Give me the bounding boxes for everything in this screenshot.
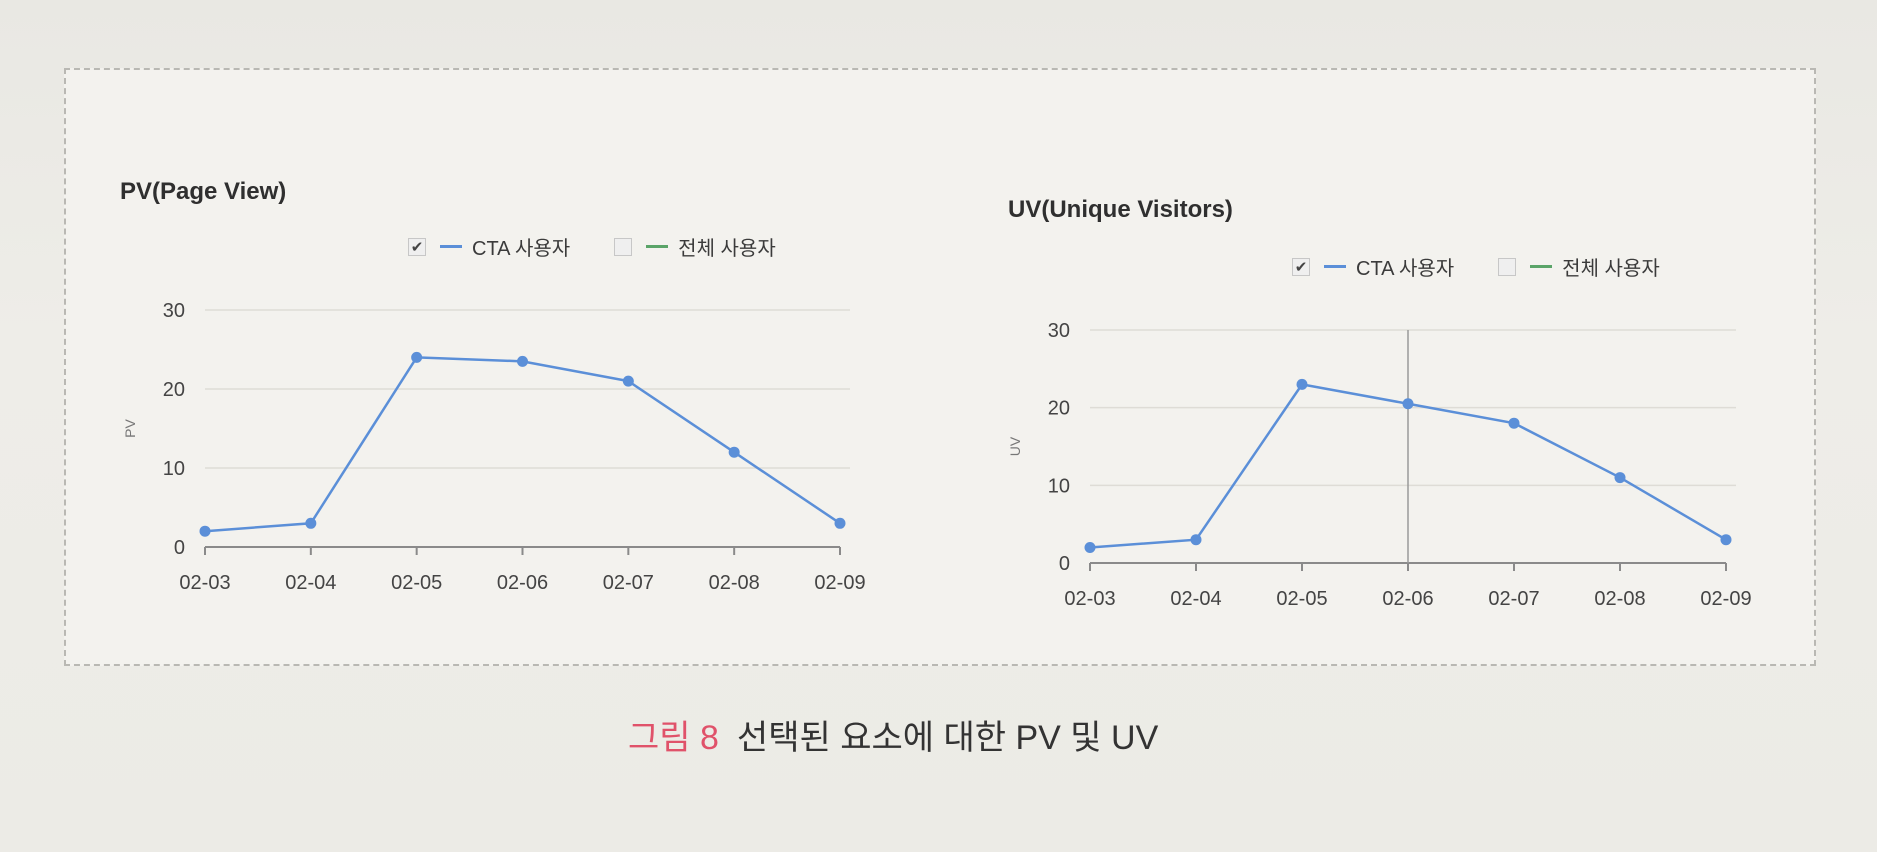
- checkbox-icon[interactable]: ✔: [408, 237, 426, 256]
- pv-legend-item-all[interactable]: 전체 사용자: [614, 232, 776, 261]
- uv-ytick-label: 30: [1048, 320, 1070, 342]
- uv-ytick-label: 20: [1048, 398, 1070, 420]
- uv-xtick-label: 02-07: [1488, 588, 1539, 610]
- uv-data-point: [1190, 534, 1202, 546]
- uv-xtick-label: 02-08: [1594, 588, 1645, 610]
- pv-xtick-label: 02-09: [814, 572, 865, 594]
- uv-data-point: [1614, 472, 1626, 484]
- checkbox-icon[interactable]: ✔: [1292, 257, 1310, 276]
- pv-ytick-label: 20: [163, 379, 185, 401]
- uv-ytick-label: 0: [1059, 553, 1070, 575]
- pv-data-point: [834, 517, 846, 529]
- pv-data-point: [199, 525, 211, 537]
- pv-data-point: [622, 375, 634, 387]
- pv-xtick-label: 02-07: [603, 572, 654, 594]
- uv-xtick-label: 02-09: [1700, 588, 1751, 610]
- pv-data-point: [305, 517, 317, 529]
- pv-ytick-label: 0: [174, 537, 185, 559]
- pv-legend: ✔ CTA 사용자 전체 사용자: [408, 232, 820, 261]
- uv-legend-item-cta[interactable]: ✔ CTA 사용자: [1292, 252, 1454, 281]
- checkbox-icon[interactable]: [614, 237, 633, 256]
- pv-xtick-label: 02-08: [709, 572, 760, 594]
- uv-data-point: [1084, 541, 1096, 553]
- pv-ytick-label: 30: [163, 300, 185, 322]
- pv-y-axis-label: PV: [122, 419, 138, 438]
- pv-chart-title: PV(Page View): [120, 178, 287, 205]
- figure-number: 그림 8: [628, 719, 719, 757]
- pv-data-point: [728, 446, 740, 458]
- uv-data-point: [1720, 534, 1732, 546]
- pv-ytick-label: 10: [163, 458, 185, 480]
- line-swatch-icon: [1530, 265, 1553, 268]
- uv-xtick-label: 02-03: [1064, 588, 1115, 610]
- pv-xtick-label: 02-05: [391, 572, 442, 594]
- figure-frame: [64, 68, 1816, 666]
- line-swatch-icon: [440, 245, 462, 248]
- uv-data-point: [1402, 398, 1414, 410]
- pv-data-point: [411, 351, 423, 363]
- checkbox-icon[interactable]: [1498, 257, 1517, 276]
- pv-data-point: [517, 355, 528, 367]
- uv-legend-item-all[interactable]: 전체 사용자: [1498, 252, 1660, 281]
- uv-y-axis-label: UV: [1007, 436, 1023, 456]
- pv-xtick-label: 02-03: [179, 572, 230, 594]
- uv-data-point: [1296, 378, 1308, 390]
- uv-data-point: [1508, 417, 1520, 429]
- uv-chart-title: UV(Unique Visitors): [1008, 196, 1233, 223]
- pv-legend-item-cta[interactable]: ✔ CTA 사용자: [408, 232, 570, 261]
- line-swatch-icon: [1324, 265, 1346, 268]
- uv-xtick-label: 02-06: [1382, 588, 1433, 610]
- figure-caption-text: 선택된 요소에 대한 PV 및 UV: [736, 719, 1159, 757]
- uv-xtick-label: 02-04: [1170, 588, 1221, 610]
- legend-label: 전체 사용자: [1562, 258, 1660, 280]
- uv-ytick-label: 10: [1048, 475, 1070, 497]
- line-swatch-icon: [646, 245, 669, 248]
- figure-caption: 그림 8 선택된 요소에 대한 PV 및 UV: [628, 710, 1158, 759]
- legend-label: CTA 사용자: [472, 238, 571, 260]
- legend-label: 전체 사용자: [678, 238, 776, 260]
- uv-legend: ✔ CTA 사용자 전체 사용자: [1292, 252, 1704, 281]
- uv-xtick-label: 02-05: [1276, 588, 1327, 610]
- pv-xtick-label: 02-04: [285, 572, 336, 594]
- legend-label: CTA 사용자: [1356, 258, 1455, 280]
- pv-xtick-label: 02-06: [497, 572, 548, 594]
